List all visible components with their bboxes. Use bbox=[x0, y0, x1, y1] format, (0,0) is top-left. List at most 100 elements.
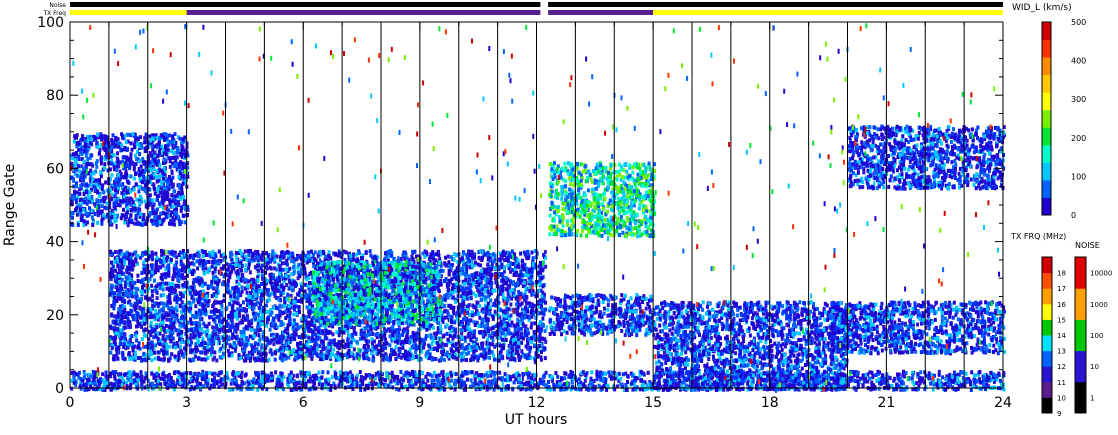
echo-point bbox=[506, 378, 510, 383]
echo-point bbox=[509, 377, 512, 381]
echo-point bbox=[396, 376, 400, 381]
echo-point bbox=[98, 185, 102, 190]
echo-point bbox=[896, 372, 899, 377]
echo-point bbox=[973, 373, 977, 378]
echo-point bbox=[172, 270, 176, 275]
echo-point bbox=[276, 377, 280, 382]
echo-point bbox=[829, 382, 833, 387]
echo-point bbox=[144, 180, 148, 185]
echo-point bbox=[130, 208, 133, 213]
echo-point bbox=[161, 151, 165, 156]
echo-points bbox=[70, 23, 1006, 393]
echo-point bbox=[141, 159, 145, 164]
echo-point bbox=[155, 371, 159, 376]
echo-point bbox=[706, 377, 710, 381]
echo-point bbox=[915, 381, 919, 385]
echo-point bbox=[428, 386, 432, 391]
echo-point bbox=[408, 373, 411, 377]
txfreq-bar-segment bbox=[70, 10, 187, 15]
echo-point bbox=[265, 387, 269, 392]
echo-point bbox=[645, 386, 649, 391]
echo-point bbox=[180, 383, 184, 388]
echo-point bbox=[271, 249, 275, 254]
echo-point bbox=[113, 374, 116, 379]
echo-point bbox=[102, 199, 106, 204]
echo-point bbox=[77, 157, 81, 161]
echo-point bbox=[847, 378, 851, 383]
echo-point bbox=[562, 387, 566, 392]
echo-point bbox=[171, 146, 175, 151]
echo-point bbox=[389, 379, 393, 383]
echo-point bbox=[818, 377, 822, 381]
echo-point bbox=[76, 195, 80, 200]
echo-point bbox=[592, 379, 596, 384]
echo-point bbox=[108, 199, 112, 204]
echo-point bbox=[338, 379, 342, 384]
echo-point bbox=[148, 134, 152, 139]
echo-point bbox=[965, 379, 969, 384]
echo-point bbox=[109, 342, 113, 347]
echo-point bbox=[169, 376, 173, 380]
echo-point bbox=[195, 383, 199, 387]
echo-point bbox=[70, 176, 74, 181]
echo-point bbox=[172, 387, 176, 392]
echo-point bbox=[604, 371, 607, 376]
echo-point bbox=[938, 379, 942, 384]
echo-point bbox=[265, 358, 269, 363]
echo-point bbox=[708, 381, 712, 386]
echo-point bbox=[108, 147, 112, 152]
echo-point bbox=[171, 220, 174, 225]
echo-point bbox=[425, 384, 429, 389]
echo-point bbox=[947, 377, 951, 381]
echo-point bbox=[363, 387, 367, 392]
echo-point bbox=[82, 149, 86, 154]
echo-point bbox=[265, 377, 269, 382]
echo-point bbox=[578, 386, 581, 391]
echo-point bbox=[506, 277, 510, 282]
echo-point bbox=[566, 381, 570, 386]
echo-point bbox=[173, 144, 177, 148]
echo-point bbox=[212, 311, 216, 316]
echo-point bbox=[153, 144, 157, 149]
echo-point bbox=[166, 143, 170, 148]
echo-point bbox=[948, 382, 952, 387]
echo-point bbox=[471, 382, 475, 386]
echo-point bbox=[178, 380, 182, 385]
echo-point bbox=[617, 378, 621, 383]
echo-point bbox=[116, 202, 120, 207]
echo-point bbox=[702, 373, 706, 378]
echo-point bbox=[1002, 387, 1006, 392]
echo-point bbox=[142, 217, 145, 222]
echo-point bbox=[512, 380, 516, 385]
echo-point bbox=[116, 137, 120, 142]
echo-point bbox=[973, 382, 977, 387]
echo-point bbox=[117, 380, 121, 385]
echo-point bbox=[278, 383, 282, 388]
echo-point bbox=[473, 377, 477, 382]
echo-point bbox=[177, 166, 181, 171]
echo-point bbox=[92, 386, 95, 391]
echo-point bbox=[170, 218, 174, 223]
echo-point bbox=[161, 219, 164, 224]
echo-point bbox=[114, 370, 118, 375]
echo-point bbox=[99, 155, 103, 160]
echo-point bbox=[91, 223, 95, 227]
echo-point bbox=[397, 387, 401, 392]
echo-point bbox=[149, 153, 153, 158]
echo-point bbox=[80, 182, 84, 187]
echo-point bbox=[155, 168, 159, 173]
echo-point bbox=[198, 373, 202, 378]
echo-point bbox=[911, 387, 915, 392]
echo-point bbox=[975, 379, 979, 384]
echo-point bbox=[570, 380, 574, 385]
echo-point bbox=[527, 384, 531, 389]
echo-point bbox=[152, 167, 156, 172]
echo-point bbox=[170, 199, 174, 204]
echo-point bbox=[529, 387, 533, 392]
echo-point bbox=[91, 199, 94, 204]
echo-point bbox=[161, 182, 165, 187]
echo-point bbox=[80, 213, 84, 218]
echo-point bbox=[210, 279, 214, 284]
echo-point bbox=[595, 374, 599, 379]
echo-point bbox=[179, 205, 183, 210]
